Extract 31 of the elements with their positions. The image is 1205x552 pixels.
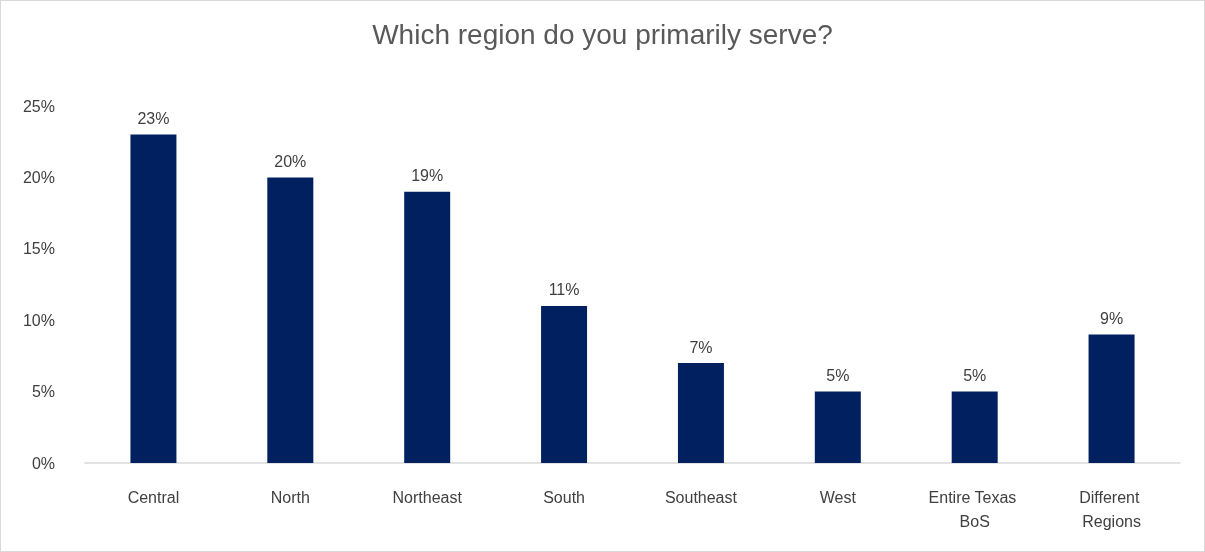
bar [677, 363, 724, 463]
bar [541, 305, 588, 463]
x-tick-label: Northeast [392, 488, 463, 506]
data-label: 19% [411, 167, 444, 185]
data-label: 5% [826, 367, 850, 385]
data-label: 7% [689, 338, 713, 356]
y-tick-label: 5% [31, 383, 55, 401]
x-tick-label: Southeast [664, 488, 738, 506]
y-tick-label: 15% [22, 240, 55, 258]
x-tick-label: North [270, 488, 310, 506]
y-tick-label: 10% [22, 311, 55, 329]
data-label: 20% [274, 152, 307, 170]
data-label: 5% [963, 367, 987, 385]
data-label: 11% [548, 281, 580, 299]
bar [1088, 334, 1135, 463]
bar [130, 134, 177, 463]
bar [404, 191, 451, 463]
y-tick-label: 25% [22, 97, 55, 115]
chart-title: Which region do you primarily serve? [372, 18, 833, 50]
x-tick-label: West [819, 488, 857, 506]
x-tick-label: South [543, 488, 585, 506]
bar [951, 391, 998, 463]
y-tick-label: 0% [31, 454, 55, 472]
bar [814, 391, 861, 463]
x-tick-label: Central [127, 488, 180, 506]
x-tick-label: Entire Texas BoS [928, 488, 1021, 530]
x-tick-label: Different Regions [1079, 488, 1144, 530]
data-label: 9% [1100, 309, 1124, 327]
data-label: 23% [137, 110, 170, 128]
y-tick-label: 20% [22, 168, 55, 186]
bar [267, 177, 314, 463]
